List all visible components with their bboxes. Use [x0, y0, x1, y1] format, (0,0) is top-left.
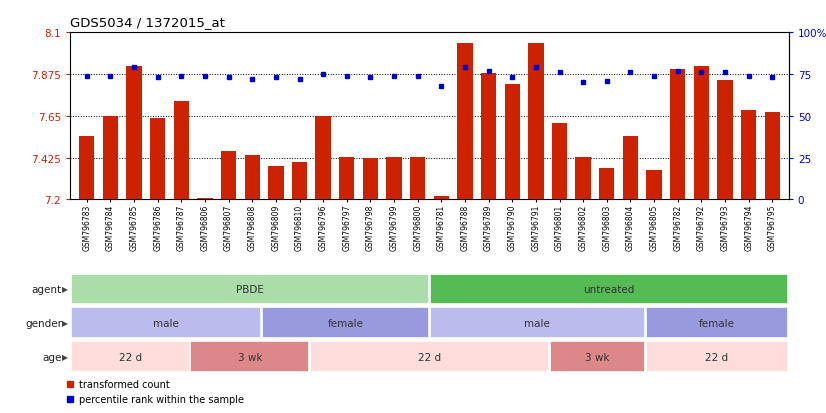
Bar	[126, 66, 142, 200]
Bar	[197, 198, 212, 200]
Text: PBDE: PBDE	[236, 284, 263, 294]
Bar	[717, 81, 733, 200]
Text: female: female	[699, 318, 735, 328]
Bar	[670, 70, 686, 200]
Bar	[481, 74, 496, 200]
Text: age: age	[43, 352, 62, 362]
Bar	[694, 66, 709, 200]
Bar	[244, 155, 260, 200]
Bar	[71, 274, 429, 304]
Bar	[765, 113, 780, 200]
Bar	[576, 157, 591, 200]
Bar	[173, 102, 189, 200]
Text: GDS5034 / 1372015_at: GDS5034 / 1372015_at	[70, 16, 225, 29]
Bar	[387, 157, 401, 200]
Bar	[434, 196, 449, 200]
Text: 22 d: 22 d	[705, 352, 729, 362]
Bar	[191, 342, 309, 372]
Text: transformed count: transformed count	[79, 379, 170, 389]
Bar	[263, 308, 429, 338]
Text: male: male	[525, 318, 550, 328]
Bar	[505, 85, 520, 200]
Bar	[339, 157, 354, 200]
Bar	[550, 342, 644, 372]
Bar	[363, 159, 378, 200]
Bar	[430, 308, 644, 338]
Bar	[150, 118, 165, 200]
Text: ▶: ▶	[62, 285, 68, 294]
Bar	[430, 274, 788, 304]
Bar	[646, 308, 788, 338]
Text: ▶: ▶	[62, 352, 68, 361]
Bar	[71, 342, 189, 372]
Text: gender: gender	[25, 318, 62, 328]
Bar	[646, 342, 788, 372]
Bar	[268, 166, 283, 200]
Bar	[647, 170, 662, 200]
Bar	[623, 137, 638, 200]
Bar	[741, 111, 757, 200]
Text: agent: agent	[32, 284, 62, 294]
Bar	[221, 152, 236, 200]
Text: ▶: ▶	[62, 318, 68, 328]
Bar	[410, 157, 425, 200]
Bar	[292, 163, 307, 200]
Text: male: male	[153, 318, 179, 328]
Text: 22 d: 22 d	[119, 352, 141, 362]
Text: percentile rank within the sample: percentile rank within the sample	[79, 394, 244, 404]
Bar	[316, 116, 331, 200]
Bar	[71, 308, 261, 338]
Bar	[599, 169, 615, 200]
Text: 3 wk: 3 wk	[585, 352, 610, 362]
Bar	[552, 124, 567, 200]
Text: 22 d: 22 d	[418, 352, 441, 362]
Text: untreated: untreated	[583, 284, 635, 294]
Bar	[79, 137, 94, 200]
Bar	[311, 342, 548, 372]
Bar	[458, 44, 472, 200]
Text: female: female	[328, 318, 363, 328]
Text: 3 wk: 3 wk	[238, 352, 262, 362]
Bar	[528, 44, 544, 200]
Bar	[102, 116, 118, 200]
